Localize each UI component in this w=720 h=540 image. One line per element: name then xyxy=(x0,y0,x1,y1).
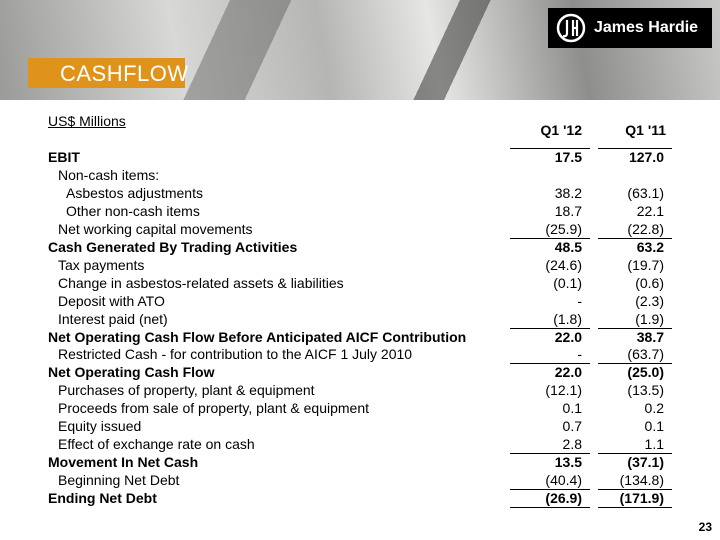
row-value: (63.7) xyxy=(627,346,664,363)
row-value: (0.1) xyxy=(553,274,582,291)
row-label: Proceeds from sale of property, plant & … xyxy=(58,400,370,417)
row-value: (1.9) xyxy=(635,310,664,327)
slide-title: CASHFLOW xyxy=(60,61,189,86)
row-value: 38.2 xyxy=(554,184,582,201)
logo-icon xyxy=(556,13,586,43)
row-value: 0.1 xyxy=(644,418,664,435)
row-value: (25.0) xyxy=(627,364,664,381)
row-value: (2.3) xyxy=(635,292,664,309)
logo: James Hardie xyxy=(548,8,712,48)
row-label: Net working capital movements xyxy=(58,220,253,237)
row-value: (12.1) xyxy=(545,382,582,399)
row-value: 22.0 xyxy=(554,364,582,381)
row-value: (0.6) xyxy=(635,274,664,291)
row-value: 22.0 xyxy=(554,328,582,345)
row-value: 0.2 xyxy=(644,400,664,417)
row-label: Movement In Net Cash xyxy=(48,454,199,471)
row-label: Other non-cash items xyxy=(66,202,200,219)
title-bar: CASHFLOW xyxy=(28,58,188,88)
row-value: (25.9) xyxy=(545,220,582,237)
row-label: Effect of exchange rate on cash xyxy=(58,436,255,453)
row-value: 2.8 xyxy=(562,436,582,453)
row-label: Equity issued xyxy=(58,418,142,435)
row-value: 1.1 xyxy=(644,436,664,453)
logo-text: James Hardie xyxy=(594,19,699,36)
row-label: Purchases of property, plant & equipment xyxy=(58,382,315,399)
rule xyxy=(598,327,672,329)
page-number: 23 xyxy=(698,520,712,534)
row-value: - xyxy=(577,292,582,309)
rule xyxy=(510,148,590,149)
row-value: (37.1) xyxy=(627,454,664,471)
row-label: Deposit with ATO xyxy=(58,292,165,309)
rule xyxy=(598,489,672,491)
row-value: (171.9) xyxy=(619,490,664,507)
row-value: 22.1 xyxy=(636,202,664,219)
rule xyxy=(510,489,590,491)
rule xyxy=(510,363,590,365)
rule xyxy=(510,453,590,455)
row-value: (1.8) xyxy=(553,310,582,327)
row-value: (63.1) xyxy=(627,184,664,201)
row-value: (22.8) xyxy=(627,220,664,237)
row-value: 13.5 xyxy=(554,454,582,471)
row-value: 0.7 xyxy=(562,418,582,435)
row-value: 127.0 xyxy=(628,149,664,165)
rule xyxy=(598,363,672,365)
row-value: (134.8) xyxy=(619,472,664,489)
unit-label: US$ Millions xyxy=(48,113,126,129)
row-value: 38.7 xyxy=(636,328,664,345)
row-value: (26.9) xyxy=(545,490,582,507)
row-value: 48.5 xyxy=(554,238,582,255)
rule xyxy=(510,327,590,329)
row-value: 0.1 xyxy=(562,400,582,417)
row-label: Cash Generated By Trading Activities xyxy=(48,238,298,255)
row-label: EBIT xyxy=(48,149,80,165)
row-label: Change in asbestos-related assets & liab… xyxy=(58,274,344,291)
rule xyxy=(598,453,672,455)
row-value: (13.5) xyxy=(627,382,664,399)
row-value: 17.5 xyxy=(554,149,582,165)
row-label: Ending Net Debt xyxy=(48,490,157,507)
rule xyxy=(510,507,590,508)
column-header: Q1 '12 xyxy=(540,122,582,138)
row-value: (40.4) xyxy=(545,472,582,489)
rule xyxy=(598,237,672,239)
row-label: Beginning Net Debt xyxy=(58,472,180,489)
row-value: (24.6) xyxy=(545,256,582,273)
column-header: Q1 '11 xyxy=(625,122,666,138)
row-label: Restricted Cash - for contribution to th… xyxy=(58,346,413,363)
row-label: Tax payments xyxy=(58,256,145,273)
row-label: Non-cash items: xyxy=(58,166,160,183)
row-label: Asbestos adjustments xyxy=(66,184,203,201)
rule xyxy=(510,237,590,239)
rule xyxy=(598,507,672,508)
row-value: (19.7) xyxy=(627,256,664,273)
row-value: 18.7 xyxy=(554,202,582,219)
row-label: Net Operating Cash Flow xyxy=(48,364,215,381)
row-label: Net Operating Cash Flow Before Anticipat… xyxy=(48,328,467,345)
row-value: - xyxy=(577,346,582,363)
rule xyxy=(598,148,672,149)
row-label: Interest paid (net) xyxy=(58,310,168,327)
row-value: 63.2 xyxy=(636,238,664,255)
